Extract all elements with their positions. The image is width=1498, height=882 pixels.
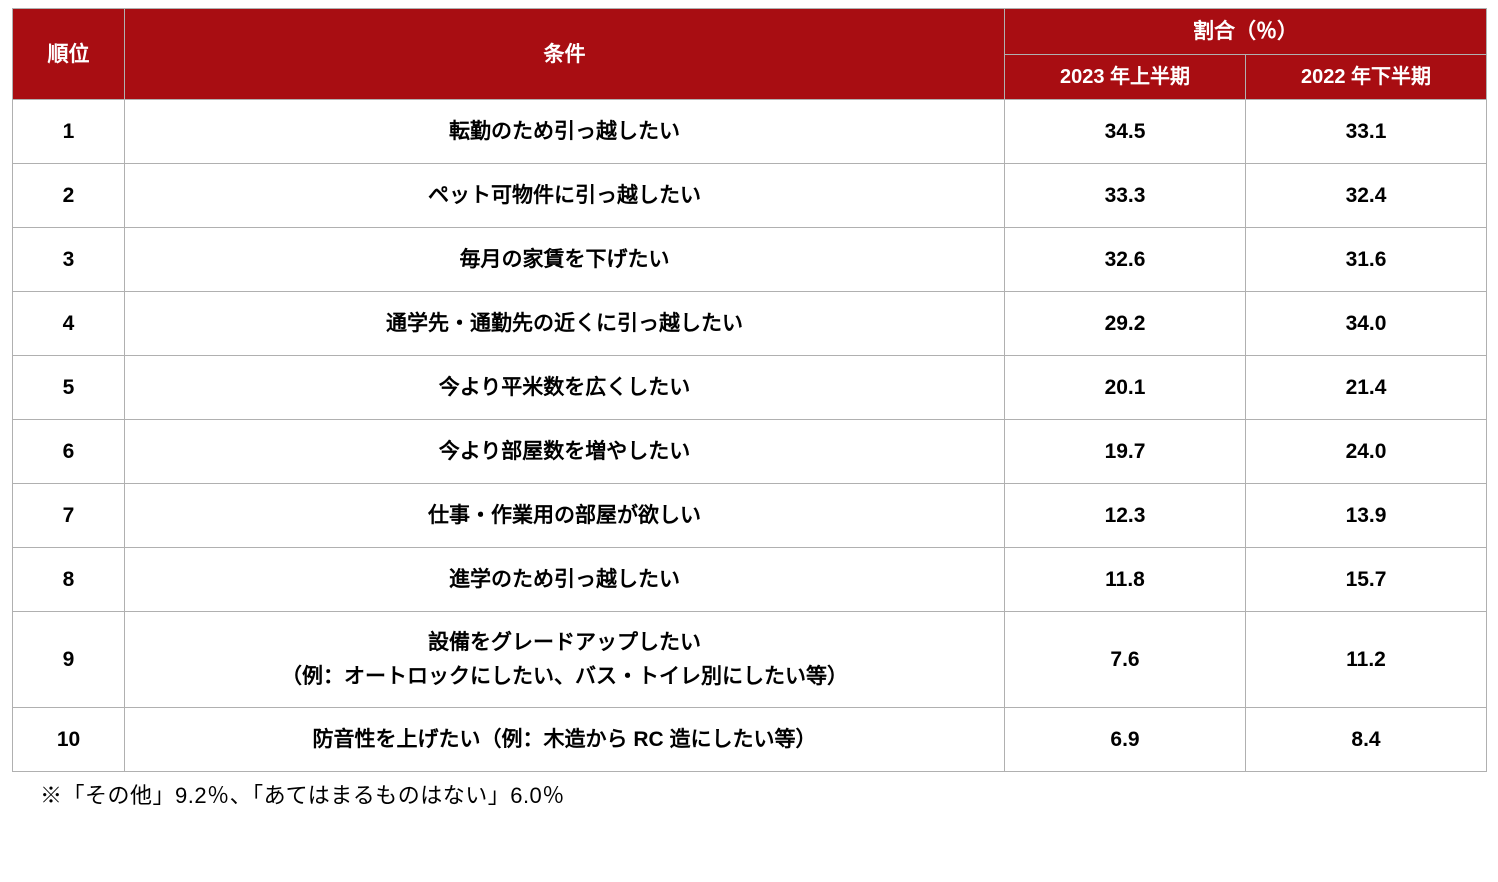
cell-period2: 33.1 <box>1246 100 1487 164</box>
table-row: 9設備をグレードアップしたい（例：オートロックにしたい、バス・トイレ別にしたい等… <box>13 612 1487 708</box>
cell-rank: 3 <box>13 228 125 292</box>
cell-rank: 5 <box>13 356 125 420</box>
cell-period2: 15.7 <box>1246 548 1487 612</box>
cell-period2: 8.4 <box>1246 708 1487 772</box>
cell-period2: 24.0 <box>1246 420 1487 484</box>
cell-rank: 4 <box>13 292 125 356</box>
table-row: 10防音性を上げたい（例：木造から RC 造にしたい等）6.98.4 <box>13 708 1487 772</box>
header-rank: 順位 <box>13 9 125 100</box>
ranking-table: 順位 条件 割合（％） 2023 年上半期 2022 年下半期 1転勤のため引っ… <box>12 8 1487 772</box>
cell-period1: 6.9 <box>1005 708 1246 772</box>
cell-condition: 通学先・通勤先の近くに引っ越したい <box>125 292 1005 356</box>
cell-condition: 進学のため引っ越したい <box>125 548 1005 612</box>
cell-period1: 20.1 <box>1005 356 1246 420</box>
table-body: 1転勤のため引っ越したい34.533.12ペット可物件に引っ越したい33.332… <box>13 100 1487 772</box>
table-row: 1転勤のため引っ越したい34.533.1 <box>13 100 1487 164</box>
cell-period1: 11.8 <box>1005 548 1246 612</box>
header-period1: 2023 年上半期 <box>1005 55 1246 100</box>
cell-condition: 設備をグレードアップしたい（例：オートロックにしたい、バス・トイレ別にしたい等） <box>125 612 1005 708</box>
cell-period2: 31.6 <box>1246 228 1487 292</box>
cell-period1: 33.3 <box>1005 164 1246 228</box>
header-period2: 2022 年下半期 <box>1246 55 1487 100</box>
header-ratio: 割合（％） <box>1005 9 1487 55</box>
cell-period1: 19.7 <box>1005 420 1246 484</box>
cell-condition: 今より平米数を広くしたい <box>125 356 1005 420</box>
cell-period2: 34.0 <box>1246 292 1487 356</box>
table-row: 4通学先・通勤先の近くに引っ越したい29.234.0 <box>13 292 1487 356</box>
cell-rank: 9 <box>13 612 125 708</box>
table-row: 2ペット可物件に引っ越したい33.332.4 <box>13 164 1487 228</box>
cell-period2: 21.4 <box>1246 356 1487 420</box>
cell-period2: 32.4 <box>1246 164 1487 228</box>
cell-period2: 13.9 <box>1246 484 1487 548</box>
cell-period1: 7.6 <box>1005 612 1246 708</box>
cell-rank: 8 <box>13 548 125 612</box>
cell-rank: 7 <box>13 484 125 548</box>
cell-condition: 仕事・作業用の部屋が欲しい <box>125 484 1005 548</box>
footnote: ※「その他」9.2％、「あてはまるものはない」6.0％ <box>12 772 1486 810</box>
cell-period1: 34.5 <box>1005 100 1246 164</box>
cell-condition: 防音性を上げたい（例：木造から RC 造にしたい等） <box>125 708 1005 772</box>
cell-period1: 32.6 <box>1005 228 1246 292</box>
table-row: 6今より部屋数を増やしたい19.724.0 <box>13 420 1487 484</box>
header-condition: 条件 <box>125 9 1005 100</box>
cell-condition: 転勤のため引っ越したい <box>125 100 1005 164</box>
cell-condition: 毎月の家賃を下げたい <box>125 228 1005 292</box>
cell-condition: ペット可物件に引っ越したい <box>125 164 1005 228</box>
cell-period1: 29.2 <box>1005 292 1246 356</box>
cell-condition: 今より部屋数を増やしたい <box>125 420 1005 484</box>
table-row: 5今より平米数を広くしたい20.121.4 <box>13 356 1487 420</box>
table-row: 8進学のため引っ越したい11.815.7 <box>13 548 1487 612</box>
cell-rank: 2 <box>13 164 125 228</box>
cell-period2: 11.2 <box>1246 612 1487 708</box>
cell-rank: 10 <box>13 708 125 772</box>
table-row: 3毎月の家賃を下げたい32.631.6 <box>13 228 1487 292</box>
table-row: 7仕事・作業用の部屋が欲しい12.313.9 <box>13 484 1487 548</box>
cell-rank: 1 <box>13 100 125 164</box>
cell-rank: 6 <box>13 420 125 484</box>
cell-period1: 12.3 <box>1005 484 1246 548</box>
